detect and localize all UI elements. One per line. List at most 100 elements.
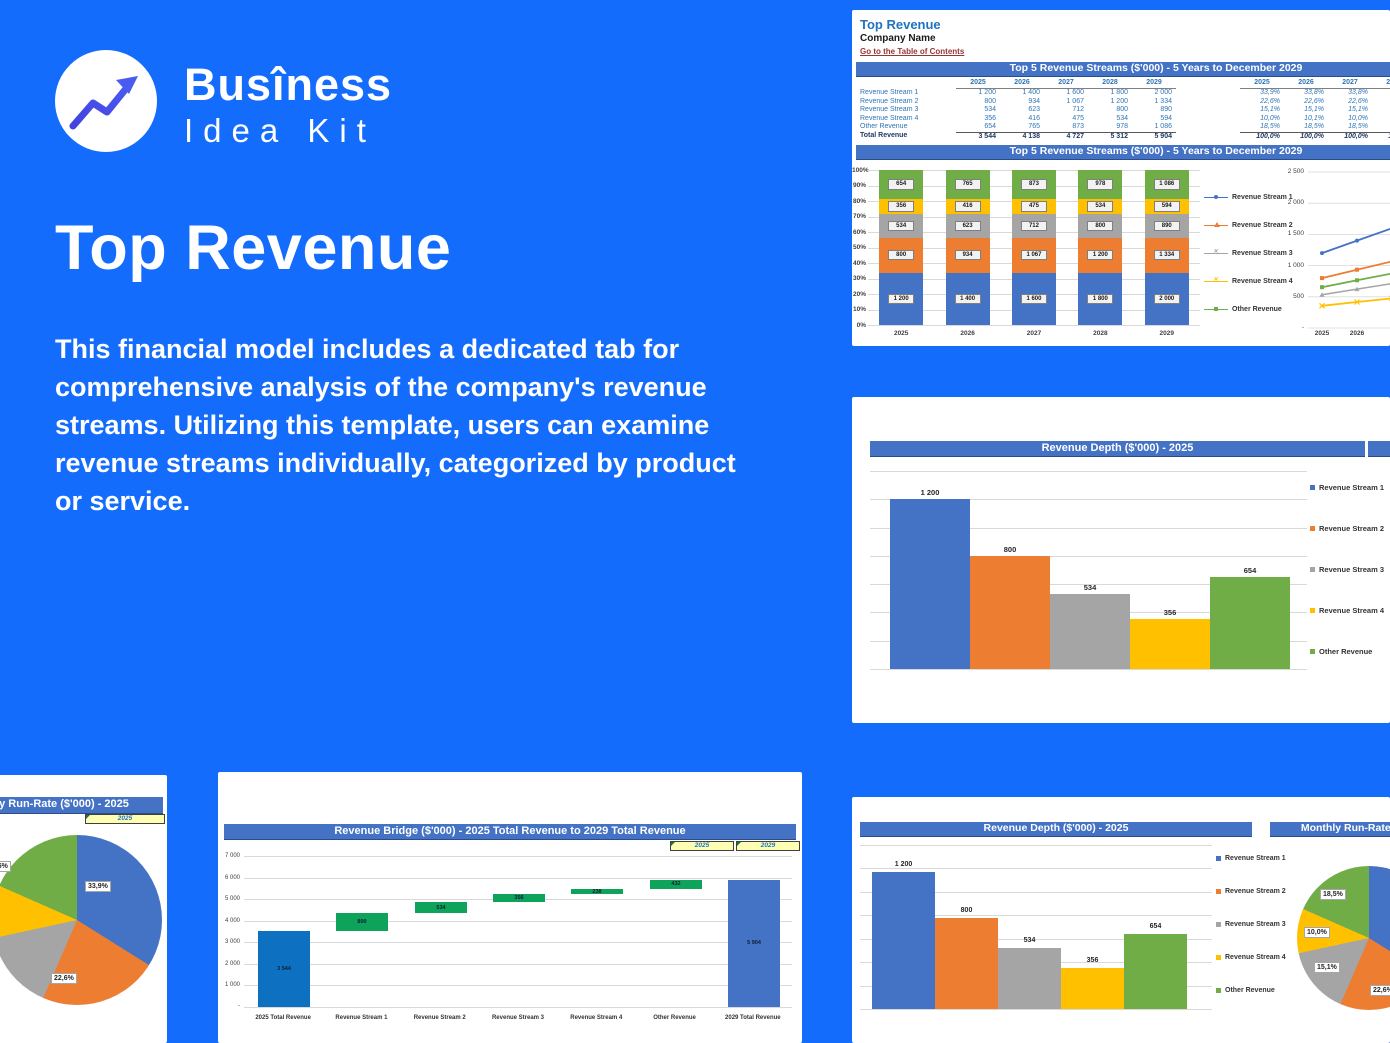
bar-value-label: 1 200 (894, 860, 913, 868)
pct-year-header: 2025 (1240, 78, 1284, 89)
table-pct-cell: 33,8% (1304, 89, 1324, 96)
bar-value-label: 356 (514, 894, 524, 901)
segment-label: 2 000 (1153, 293, 1180, 304)
table-cell: 416 (1028, 114, 1040, 122)
axis-tick: 2027 (1026, 330, 1042, 337)
pie-label: 22,6% (51, 973, 77, 984)
trend-arrow-icon (69, 76, 138, 130)
bridge-title-bar: Revenue Bridge ($'000) - 2025 Total Reve… (224, 824, 796, 840)
stacked-column-2025: 1 200 800 534 356 654 (879, 170, 924, 325)
stacked-column-2026: 1 400 934 623 416 765 (945, 170, 990, 325)
legend-item: Revenue Stream 4 (1216, 954, 1286, 961)
page-description: This financial model includes a dedicate… (55, 334, 736, 516)
table-cell: 1 200 (978, 89, 996, 96)
waterfall-bar-2025-total: 3 544 (258, 930, 310, 1007)
axis-tick: 5 000 (224, 896, 240, 903)
runrate-title: Monthly Run-Rate ($'000) - 2025 (1300, 822, 1390, 834)
table-pct-cell: 22,6% (1260, 97, 1280, 105)
axis-tick: 2025 (893, 330, 909, 337)
depth-title: Revenue Depth ($'000) - 2025 (983, 822, 1129, 834)
pie-label: 22,6% (1370, 985, 1390, 996)
legend-item: Revenue Stream 3 (1310, 565, 1384, 574)
axis-tick: 2026 (960, 330, 975, 337)
year-selector-from[interactable]: 2025 (670, 841, 734, 851)
axis-tick: 10% (852, 306, 866, 313)
axis-tick: Revenue Stream 4 (570, 1015, 623, 1021)
bar-revenue-stream-2: 800 (935, 907, 998, 1009)
total-pct-cell: 100,0% (1284, 131, 1328, 142)
pie-label: 33,9% (85, 881, 111, 892)
axis-tick: Revenue Stream 1 (335, 1015, 388, 1021)
total-pct-cell: 100,0% (1240, 131, 1284, 142)
total-row-label: Total Revenue (860, 131, 908, 139)
legend-item: Other Revenue (1216, 987, 1275, 994)
table-cell: 1 400 (1022, 89, 1040, 96)
table-cell: 765 (1028, 123, 1040, 131)
table-pct-cell: 33,9% (1260, 89, 1280, 96)
axis-tick: 2029 Total Revenue (725, 1015, 781, 1021)
total-pct-cell: 100,0% (1372, 131, 1390, 142)
axis-tick: 3 000 (224, 939, 240, 946)
waterfall-x-axis: 2025 Total Revenue Revenue Stream 1 Reve… (244, 1015, 792, 1021)
pie-chart (0, 835, 162, 1005)
table-cell: 890 (1160, 106, 1172, 114)
segment-label: 1 200 (888, 293, 915, 304)
table-cell: 712 (1072, 106, 1084, 114)
pie-label: 18,5% (1320, 889, 1346, 900)
table-cell: 1 600 (1066, 89, 1084, 96)
depth-title-bar: Revenue Depth ($'000) - 2025 (870, 441, 1365, 457)
toc-link[interactable]: Go to the Table of Contents (860, 47, 965, 56)
axis-tick: 2026 (1349, 330, 1365, 337)
sheet-title: Top Revenue (860, 17, 941, 32)
axis-tick: 100% (852, 166, 869, 174)
legend-item: Revenue Stream 2 (1216, 888, 1286, 895)
segment-label: 623 (954, 220, 981, 232)
stacked-column-2027: 1 600 1 067 712 475 873 (1011, 170, 1056, 325)
year-selector-to[interactable]: 2029 (736, 841, 800, 851)
segment-label: 1 067 (1020, 249, 1047, 261)
year-header: 2025 (956, 78, 1000, 89)
page-title: Top Revenue (55, 213, 452, 283)
pct-year-header: 2027 (1328, 78, 1372, 89)
legend-item: Other Revenue (1310, 647, 1372, 656)
year-selector[interactable]: 2025 (85, 814, 165, 824)
segment-label: 475 (1020, 201, 1047, 212)
brand-name: Busîness Idea Kit (184, 62, 392, 147)
runrate-pie-card: Monthly Run-Rate ($'000) - 2025 2025 18,… (0, 775, 167, 1043)
stacked-column-2029: 2 000 1 334 890 594 1 086 (1144, 170, 1189, 325)
table-cell: 623 (1028, 106, 1040, 114)
segment-label: 800 (888, 249, 915, 261)
segment-label: 934 (954, 249, 981, 261)
table-pct-cell: 15,1% (1260, 106, 1280, 114)
axis-tick: 0% (856, 321, 866, 329)
year-header: 2029 (1132, 78, 1176, 89)
axis-tick: Revenue Stream 3 (491, 1015, 544, 1021)
segment-label: 654 (888, 179, 915, 190)
segment-label: 534 (888, 220, 915, 232)
axis-tick: - (1301, 324, 1304, 331)
table-cell: 978 (1116, 123, 1128, 131)
axis-tick: 60% (852, 228, 866, 236)
bar-value-label: 356 (1163, 607, 1177, 617)
segment-label: 356 (888, 201, 915, 212)
bar-revenue-stream-4: 356 (1130, 608, 1210, 669)
runrate-title-bar-2: Monthly Run-Rate ($'000) - 2025 (1270, 822, 1390, 837)
table-pct-cell: 18,5% (1260, 123, 1280, 131)
bar-value-label: 238 (592, 888, 602, 895)
bar-revenue-stream-1: 1 200 (872, 861, 935, 1009)
table-cell: 594 (1160, 114, 1172, 122)
segment-label: 416 (954, 201, 981, 212)
legend-item: ✕ Revenue Stream 4 (1204, 277, 1293, 285)
axis-tick: 40% (852, 259, 866, 267)
axis-tick: 2029 (1159, 330, 1174, 337)
axis-tick: 2028 (1093, 330, 1108, 337)
table-cell: 934 (1028, 97, 1040, 105)
axis-tick: 50% (852, 244, 866, 251)
segment-label: 1 086 (1153, 179, 1180, 190)
table-row-label: Other Revenue (860, 123, 908, 131)
revenue-table-title: Top 5 Revenue Streams ($'000) - 5 Years … (1009, 62, 1303, 74)
table-cell: 800 (984, 97, 996, 105)
table-cell: 1 086 (1154, 123, 1172, 131)
segment-label: 800 (1087, 220, 1114, 232)
table-pct-cell: 10,1% (1372, 115, 1390, 124)
